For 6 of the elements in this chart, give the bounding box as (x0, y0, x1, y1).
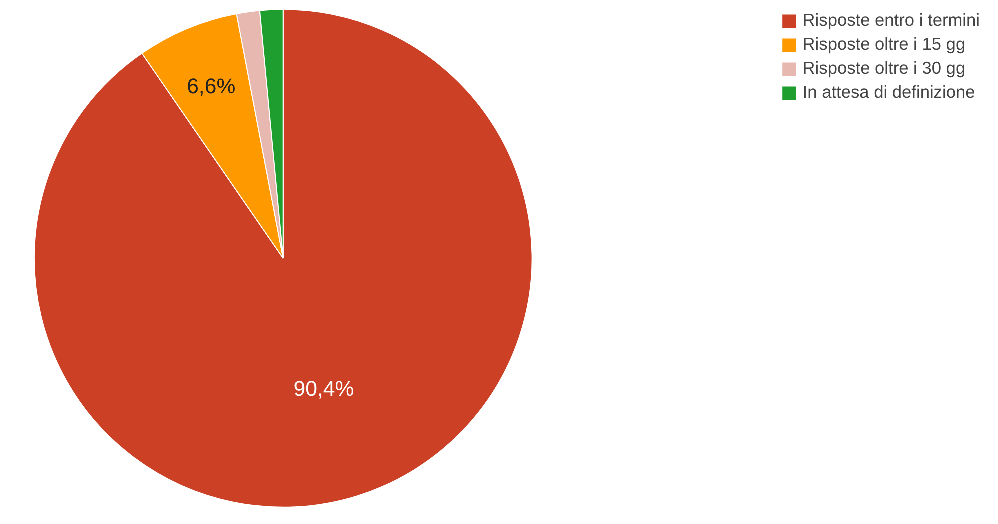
legend-label: Risposte oltre i 15 gg (802, 34, 966, 55)
legend-label: Risposte oltre i 30 gg (802, 58, 966, 79)
legend-label: In attesa di definizione (802, 82, 976, 103)
data-label: 90,4% (294, 377, 354, 402)
data-label: 6,6% (187, 74, 236, 98)
legend-label: Risposte entro i termini (802, 10, 980, 31)
